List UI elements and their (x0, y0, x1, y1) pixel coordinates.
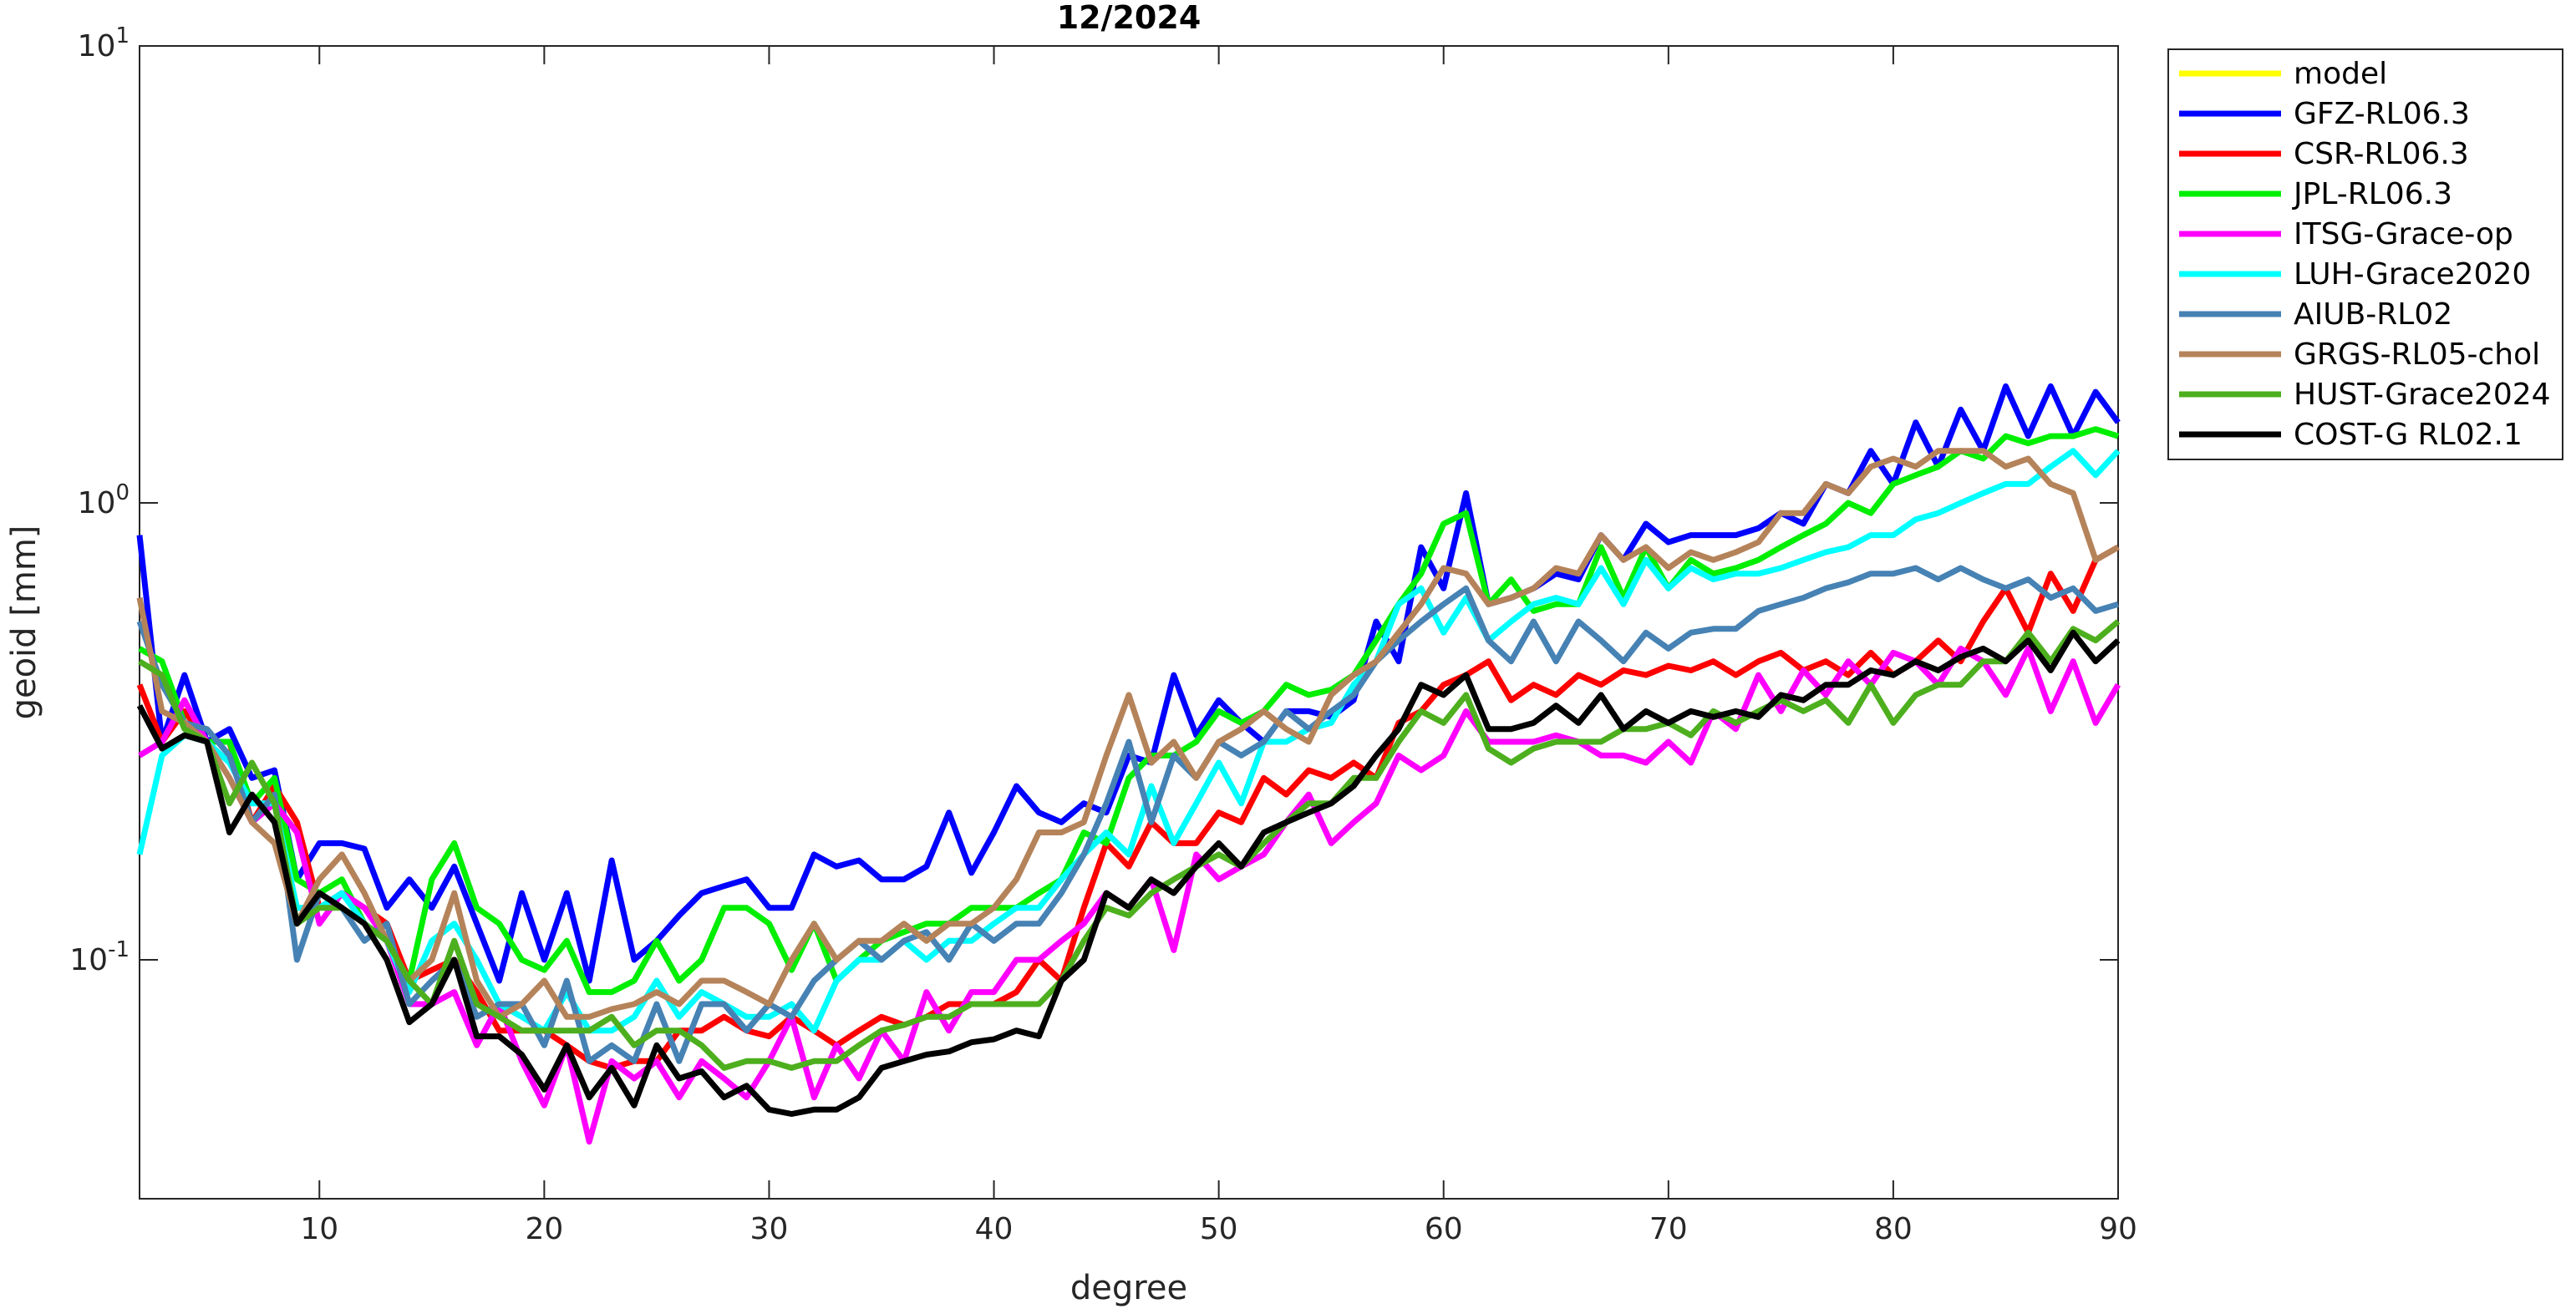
y-tick-label: 101 (78, 23, 130, 63)
legend-label: JPL-RL06.3 (2292, 177, 2452, 211)
legend-box (2167, 48, 2563, 460)
y-tick-exponent: -1 (108, 937, 130, 962)
legend-label: AIUB-RL02 (2294, 297, 2452, 332)
series-line (138, 426, 2120, 996)
y-tick-base: 10 (78, 29, 116, 63)
y-tick-base: 10 (78, 486, 116, 520)
legend-label: LUH-Grace2020 (2294, 257, 2531, 292)
series-line (138, 619, 2121, 1071)
y-tick-base: 10 (69, 943, 108, 977)
series-line (136, 629, 2121, 1117)
x-tick-label: 90 (2099, 1212, 2137, 1246)
x-tick-label: 30 (750, 1212, 789, 1246)
y-tick-exponent: 0 (115, 480, 130, 505)
legend-label: CSR-RL06.3 (2294, 137, 2469, 171)
series-line (136, 383, 2121, 984)
legend-label: ITSG-Grace-op (2294, 217, 2513, 251)
x-tick-label: 70 (1649, 1212, 1688, 1246)
x-axis-label: degree (1070, 1269, 1187, 1307)
legend-label: HUST-Grace2024 (2294, 378, 2551, 412)
x-tick-label: 50 (1200, 1212, 1238, 1246)
series-line (136, 565, 2120, 1064)
x-tick-label: 80 (1874, 1212, 1913, 1246)
x-tick-label: 10 (300, 1212, 338, 1246)
y-axis-label: geoid [mm] (5, 525, 43, 720)
x-tick-label: 20 (525, 1212, 563, 1246)
legend-label: GFZ-RL06.3 (2294, 97, 2470, 131)
x-tick-label: 40 (975, 1212, 1014, 1246)
y-tick-exponent: 1 (115, 23, 130, 48)
y-tick-label: 10-1 (69, 937, 130, 977)
y-tick-label: 100 (78, 480, 130, 520)
legend-label: COST-G RL02.1 (2294, 418, 2523, 452)
legend-label: model (2294, 57, 2387, 91)
chart-title: 12/2024 (1057, 0, 1202, 36)
x-tick-label: 60 (1425, 1212, 1463, 1246)
legend-label: GRGS-RL05-chol (2294, 337, 2540, 372)
series-line (136, 448, 2120, 1020)
